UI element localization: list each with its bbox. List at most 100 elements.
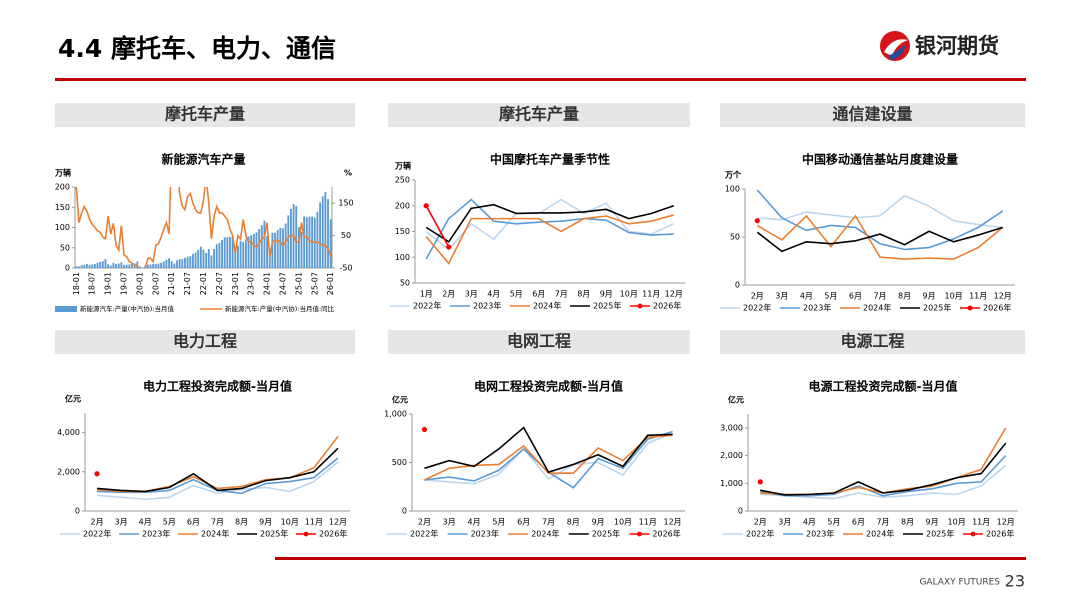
x-tick-label: 2月 <box>442 290 455 299</box>
y-axis-unit: 万个 <box>724 170 742 180</box>
x-tick-label: 20-01 <box>135 272 144 295</box>
y-tick-label: 500 <box>392 458 407 467</box>
x-tick-label: 22-01 <box>199 272 208 295</box>
bar <box>290 208 292 268</box>
legend-label: 新能源汽车:产量(中汽协):当月值:同比 <box>225 304 335 313</box>
x-tick-label: 7月 <box>555 290 568 299</box>
bar <box>263 220 266 268</box>
bar <box>250 235 253 268</box>
x-tick-label: 5月 <box>824 292 837 301</box>
x-tick-label: 11月 <box>639 518 657 527</box>
series-line <box>424 426 673 474</box>
series-marker <box>421 426 428 433</box>
x-tick-label: 11月 <box>972 518 990 527</box>
y-tick-label: 2,000 <box>57 467 80 476</box>
bar <box>213 248 216 268</box>
x-tick-label: 8月 <box>901 518 914 527</box>
series-line <box>425 205 450 248</box>
bar <box>125 264 128 268</box>
bar <box>300 231 303 268</box>
legend-label: 2025年 <box>923 303 951 313</box>
bar <box>112 262 115 268</box>
bar <box>282 228 284 268</box>
bar <box>120 262 123 268</box>
logo-icon <box>880 31 910 61</box>
y-tick-label: 1,000 <box>384 410 407 419</box>
y-tick-label: 0 <box>735 281 740 290</box>
series-line <box>425 198 674 260</box>
y-tick-label: 50 <box>60 243 70 252</box>
x-tick-label: 9月 <box>259 518 272 527</box>
bar <box>99 261 102 268</box>
x-tick-label: 3月 <box>115 518 128 527</box>
x-tick-label: 2月 <box>418 518 431 527</box>
bar <box>176 260 178 268</box>
bar <box>252 233 255 268</box>
bar <box>303 216 306 268</box>
bar <box>268 248 271 268</box>
x-tick-label: 8月 <box>898 292 911 301</box>
bar <box>96 262 99 268</box>
bar <box>324 191 327 268</box>
y-tick-label: 50 <box>400 279 410 288</box>
legend-label: 2022年 <box>746 529 774 539</box>
y2-axis-unit: % <box>344 169 352 178</box>
x-tick-label: 4月 <box>487 290 500 299</box>
bar <box>160 262 163 268</box>
x-tick-label: 3月 <box>778 518 791 527</box>
x-tick-label: 8月 <box>235 518 248 527</box>
y2-tick-label: -50 <box>339 264 352 273</box>
chart-title: 电源工程投资完成额-当月值 <box>809 379 958 394</box>
bar <box>239 240 242 268</box>
legend-label: 2025年 <box>926 529 954 539</box>
chart-title: 中国移动通信基站月度建设量 <box>802 152 958 167</box>
legend-label: 2023年 <box>473 301 501 311</box>
chart-title: 中国摩托车产量季节性 <box>490 152 610 167</box>
bar <box>133 263 136 268</box>
bar <box>284 223 287 268</box>
legend-label: 2023年 <box>471 529 499 539</box>
series-line <box>756 189 1004 251</box>
bar <box>258 229 261 268</box>
header-rule <box>55 78 1026 81</box>
section-header-bg <box>55 330 355 354</box>
y-tick-label: 250 <box>395 176 410 185</box>
x-tick-label: 10月 <box>620 290 638 299</box>
y-tick-label: 0 <box>402 507 407 516</box>
bar <box>319 202 322 268</box>
x-tick-label: 5月 <box>492 518 505 527</box>
bar <box>247 236 250 268</box>
bar <box>237 245 239 268</box>
x-tick-label: 9月 <box>592 518 605 527</box>
bar <box>271 232 274 268</box>
legend-label: 2025年 <box>260 529 288 539</box>
legend-label: 2024年 <box>863 303 891 313</box>
x-tick-label: 12月 <box>994 292 1012 301</box>
y-axis-unit: 亿元 <box>392 395 408 405</box>
x-tick-label: 5月 <box>827 518 840 527</box>
bar <box>191 253 194 268</box>
legend-marker <box>970 531 976 537</box>
x-tick-label: 6月 <box>517 518 530 527</box>
bar <box>149 264 152 268</box>
x-tick-label: 20-07 <box>151 272 160 295</box>
bar <box>78 266 80 268</box>
x-tick-label: 10月 <box>945 292 963 301</box>
bar <box>297 227 300 268</box>
x-tick-label: 5月 <box>510 290 523 299</box>
x-tick-label: 22-07 <box>215 272 224 295</box>
x-tick-label: 18-07 <box>88 272 97 295</box>
series-line <box>757 194 1003 229</box>
legend-marker <box>637 303 643 309</box>
x-tick-label: 3月 <box>775 292 788 301</box>
legend-label: 2024年 <box>201 529 229 539</box>
y-tick-label: 0 <box>75 507 80 516</box>
x-tick-label: 10月 <box>281 518 299 527</box>
bar <box>313 217 316 268</box>
legend-label: 2026年 <box>653 301 681 311</box>
legend-swatch <box>55 306 77 312</box>
x-tick-label: 4月 <box>800 292 813 301</box>
x-tick-label: 8月 <box>577 290 590 299</box>
